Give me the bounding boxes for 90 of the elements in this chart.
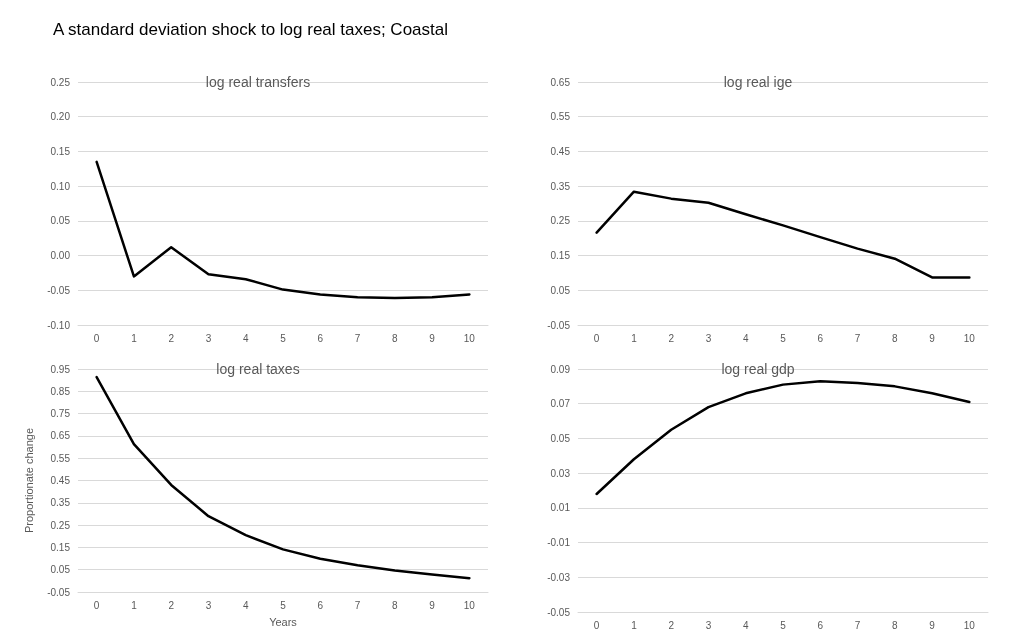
y-tick-label: 0.35 xyxy=(550,180,571,192)
y-tick-label: 0.10 xyxy=(50,180,71,192)
x-tick-label: 9 xyxy=(929,332,936,344)
x-tick-label: 0 xyxy=(593,619,600,631)
y-tick-label: 0.15 xyxy=(50,541,71,553)
x-tick-label: 6 xyxy=(817,332,824,344)
chart-title: log real taxes xyxy=(216,361,300,377)
line-series xyxy=(95,160,471,300)
y-tick-label: -0.05 xyxy=(47,586,71,598)
x-tick-label: 6 xyxy=(817,619,824,631)
x-tick-label: 10 xyxy=(463,332,476,344)
y-tick-label: 0.15 xyxy=(550,250,571,262)
y-tick-label: 0.01 xyxy=(550,502,571,514)
x-tick-label: 7 xyxy=(354,599,361,611)
y-tick-label: -0.10 xyxy=(47,319,71,331)
line-series xyxy=(595,379,971,496)
y-tick-label: 0.55 xyxy=(50,452,71,464)
x-tick-label: 4 xyxy=(742,332,749,344)
x-tick-label: 10 xyxy=(963,332,976,344)
y-tick-label: 0.35 xyxy=(50,497,71,509)
x-tick-label: 9 xyxy=(929,619,936,631)
y-tick-label: 0.05 xyxy=(550,284,571,296)
y-tick-label: 0.25 xyxy=(550,215,571,227)
y-tick-label: 0.05 xyxy=(50,215,71,227)
x-tick-label: 8 xyxy=(892,619,899,631)
y-tick-label: 0.45 xyxy=(550,145,571,157)
chart-title: log real transfers xyxy=(205,74,311,90)
text: A standard deviation shock to log real taxes; Coastal xyxy=(53,20,449,40)
y-tick-label: 0.00 xyxy=(50,250,71,262)
x-tick-label: 7 xyxy=(854,619,861,631)
x-tick-label: 3 xyxy=(205,332,212,344)
x-tick-label: 2 xyxy=(168,599,175,611)
y-tick-label: 0.05 xyxy=(50,564,71,576)
x-tick-label: 8 xyxy=(392,599,399,611)
line-series xyxy=(95,375,471,580)
x-tick-label: 5 xyxy=(280,332,287,344)
x-tick-label: 4 xyxy=(742,619,749,631)
x-tick-label: 10 xyxy=(963,619,976,631)
y-tick-label: 0.85 xyxy=(50,385,71,397)
x-tick-label: 2 xyxy=(668,619,675,631)
x-tick-label: 8 xyxy=(392,332,399,344)
x-tick-label: 3 xyxy=(205,599,212,611)
x-tick-label: 3 xyxy=(705,332,712,344)
x-tick-label: 2 xyxy=(168,332,175,344)
line-series xyxy=(595,190,971,279)
x-tick-label: 0 xyxy=(93,599,100,611)
y-tick-label: 0.09 xyxy=(550,363,571,375)
x-tick-label: 10 xyxy=(463,599,476,611)
y-tick-label: -0.05 xyxy=(547,606,571,618)
y-tick-label: 0.15 xyxy=(50,145,71,157)
x-tick-label: 5 xyxy=(780,332,787,344)
x-tick-label: 7 xyxy=(354,332,361,344)
y-tick-label: 0.65 xyxy=(550,76,571,88)
y-tick-label: -0.03 xyxy=(547,571,571,583)
x-tick-label: 6 xyxy=(317,599,324,611)
chart-title: log real gdp xyxy=(721,361,795,377)
x-tick-label: 0 xyxy=(93,332,100,344)
x-tick-label: 6 xyxy=(317,332,324,344)
y-tick-label: 0.75 xyxy=(50,408,71,420)
y-tick-label: 0.05 xyxy=(550,432,571,444)
y-tick-label: -0.05 xyxy=(47,284,71,296)
x-tick-label: 4 xyxy=(242,332,249,344)
x-tick-label: 9 xyxy=(429,599,436,611)
x-tick-label: 1 xyxy=(131,599,138,611)
y-tick-label: 0.25 xyxy=(50,76,71,88)
x-tick-label: 5 xyxy=(780,619,787,631)
y-tick-label: -0.01 xyxy=(547,537,571,549)
x-tick-label: 2 xyxy=(668,332,675,344)
y-tick-label: 0.95 xyxy=(50,363,71,375)
x-tick-label: 3 xyxy=(705,619,712,631)
y-tick-label: 0.07 xyxy=(550,398,571,410)
x-tick-label: 0 xyxy=(593,332,600,344)
y-tick-label: 0.25 xyxy=(50,519,71,531)
x-tick-label: 1 xyxy=(631,619,638,631)
x-tick-label: 1 xyxy=(131,332,138,344)
x-tick-label: 1 xyxy=(631,332,638,344)
x-tick-label: 5 xyxy=(280,599,287,611)
x-tick-label: 4 xyxy=(242,599,249,611)
y-tick-label: -0.05 xyxy=(547,319,571,331)
x-tick-label: 7 xyxy=(854,332,861,344)
x-tick-label: 8 xyxy=(892,332,899,344)
y-axis-title: Proportionate change xyxy=(22,427,35,534)
y-tick-label: 0.03 xyxy=(550,467,571,479)
y-tick-label: 0.20 xyxy=(50,111,71,123)
y-tick-label: 0.45 xyxy=(50,475,71,486)
y-tick-label: 0.55 xyxy=(550,111,571,123)
y-tick-label: 0.65 xyxy=(50,430,71,442)
chart-title: log real ige xyxy=(723,74,793,90)
x-tick-label: 9 xyxy=(429,332,436,344)
x-axis-title: Years xyxy=(269,615,298,628)
